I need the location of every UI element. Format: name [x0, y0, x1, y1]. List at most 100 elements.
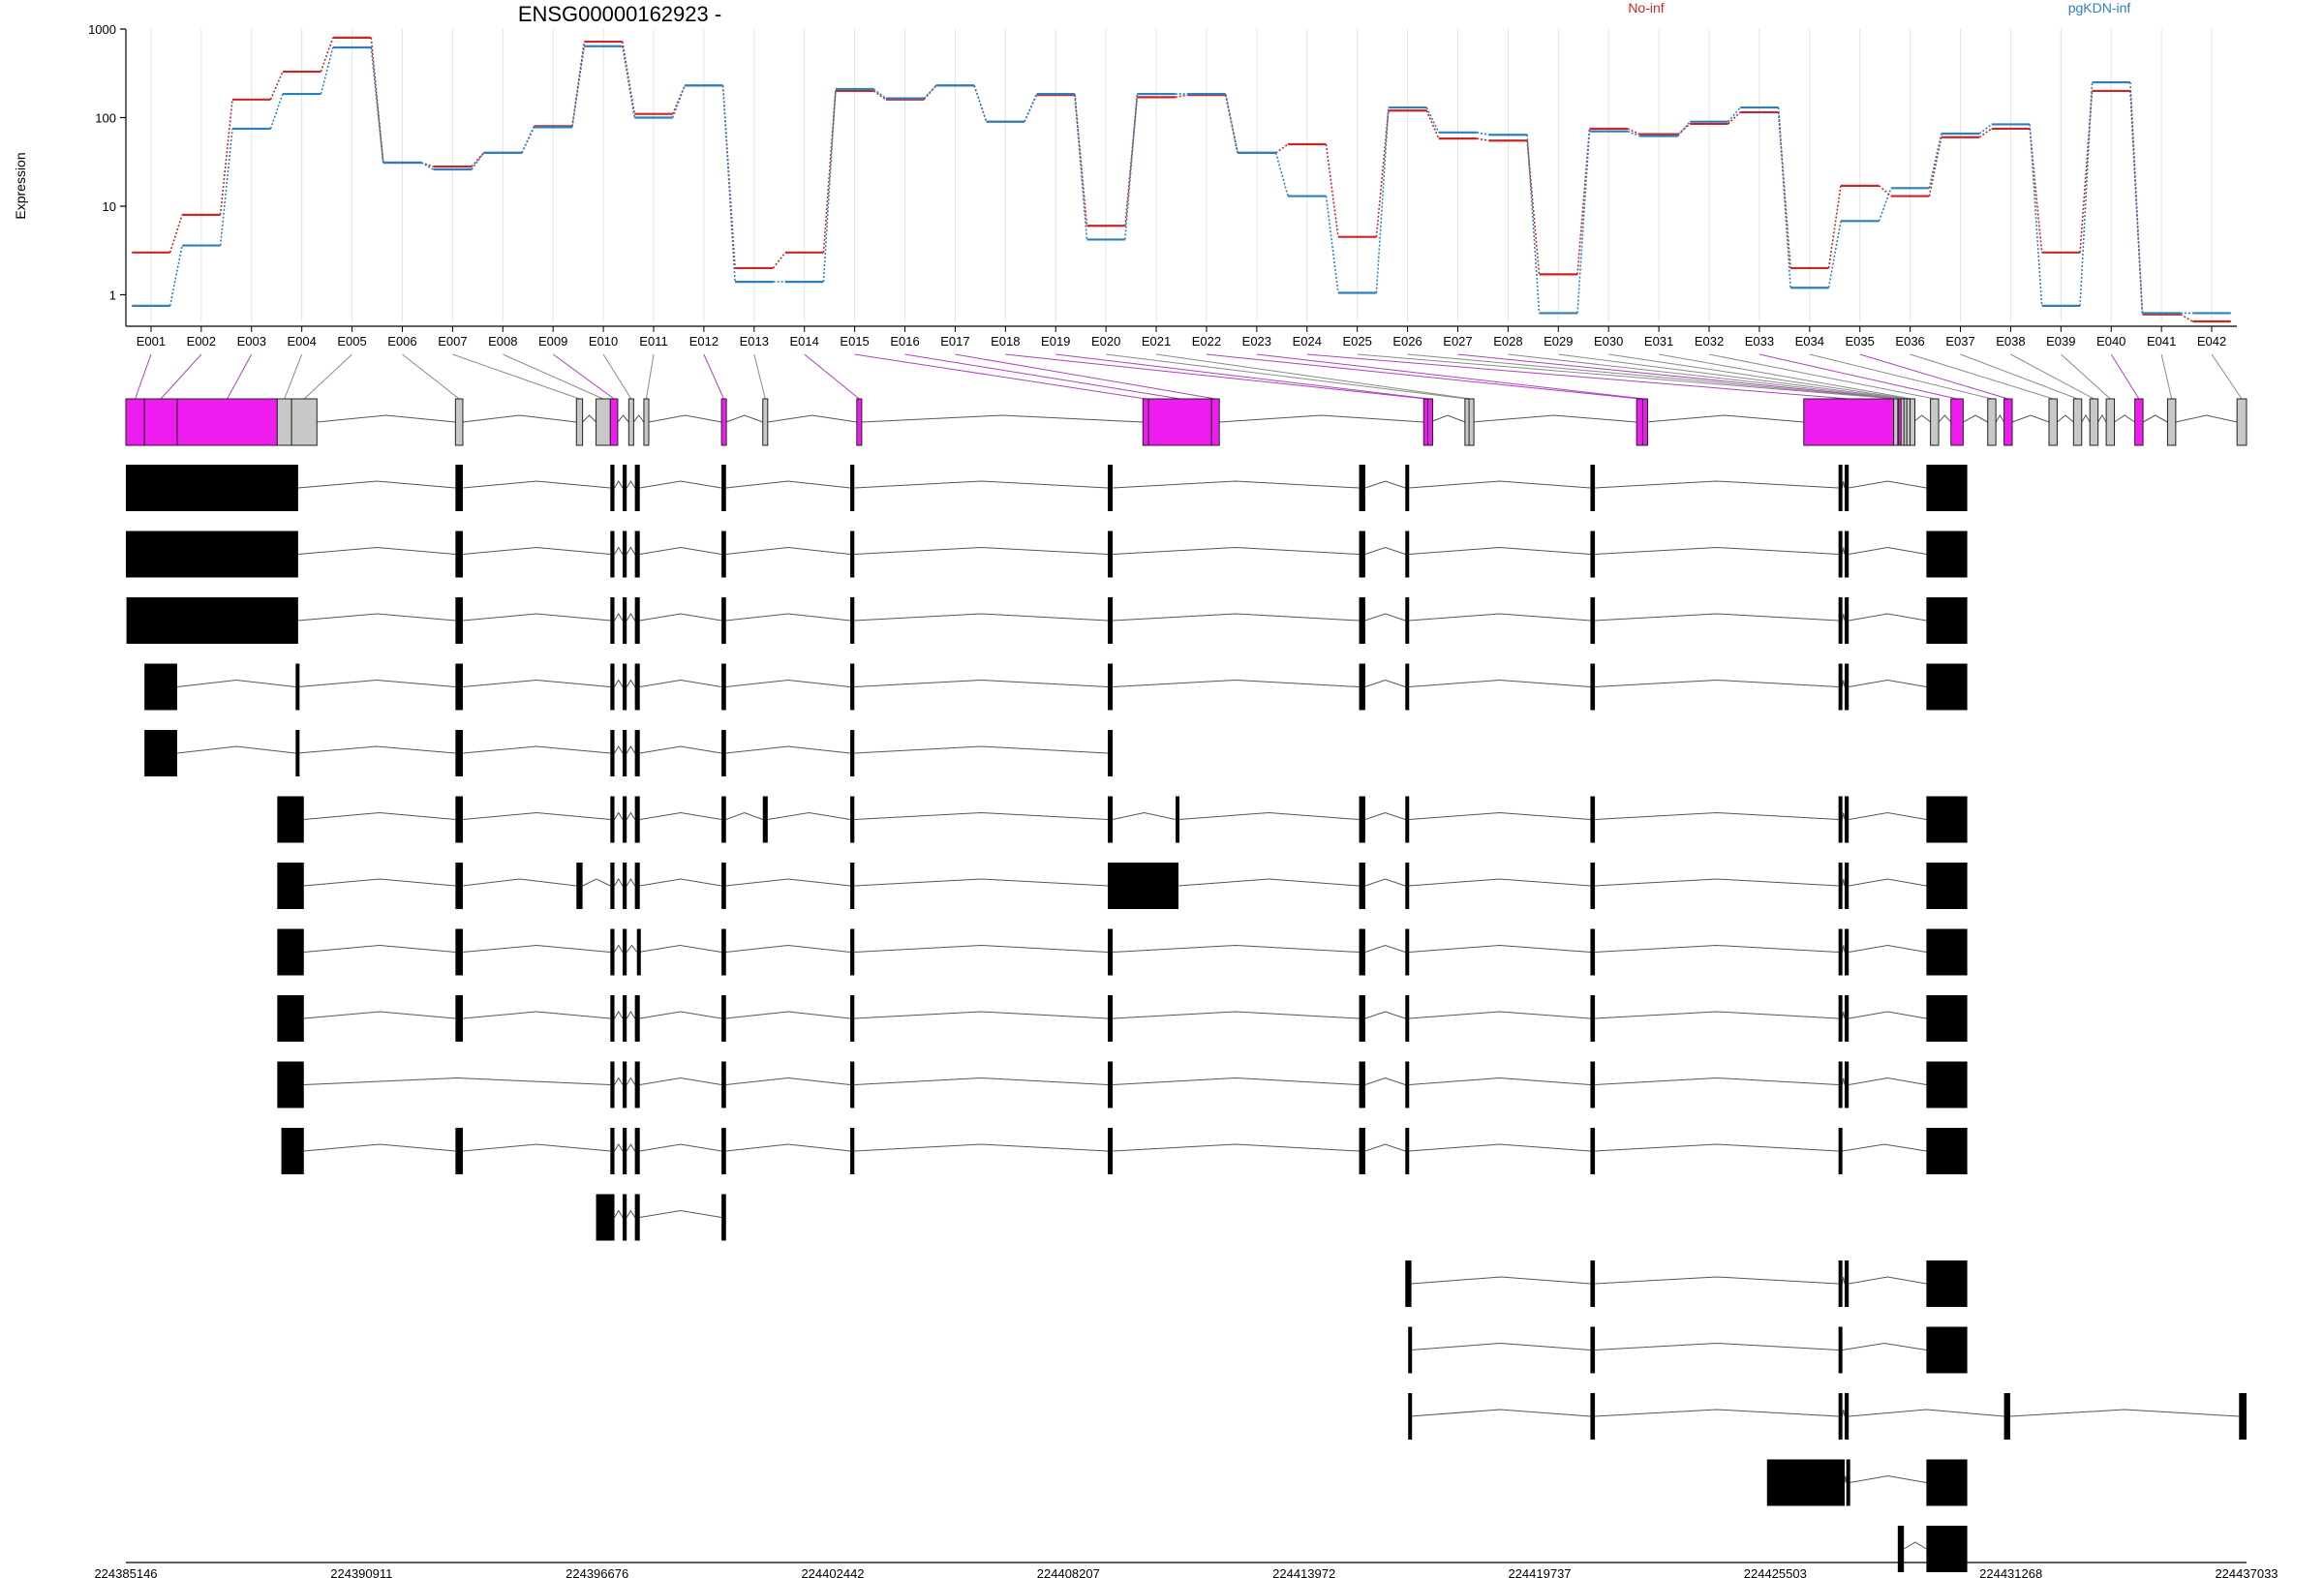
- transcript-intron: [462, 944, 611, 953]
- transcript-exon: [850, 730, 855, 776]
- exon-label: E018: [991, 334, 1020, 349]
- transcript-track: [1408, 1393, 2247, 1440]
- exon-bin-E011: [643, 398, 650, 446]
- transcript-intron: [1595, 1342, 1839, 1350]
- transcript-exon: [1926, 1128, 1968, 1174]
- transcript-intron: [462, 745, 611, 754]
- transcript-exon: [1838, 465, 1843, 511]
- transcript-intron: [725, 613, 851, 622]
- exon-label: E017: [940, 334, 969, 349]
- genomic-coordinate-label: 224413972: [1272, 1566, 1335, 1578]
- exon-bin-E002: [143, 398, 178, 446]
- model-intron: [582, 414, 596, 423]
- transcript-intron: [614, 1143, 624, 1152]
- expression-connector: [1425, 109, 1440, 139]
- transcript-intron: [725, 745, 851, 754]
- transcript-intron: [1409, 613, 1591, 622]
- expression-connector: [1477, 132, 1489, 137]
- transcript-intron: [639, 878, 722, 887]
- transcript-intron: [1113, 546, 1360, 555]
- transcript-intron: [303, 878, 456, 887]
- transcript-intron: [1841, 1011, 1846, 1019]
- transcript-exon: [1844, 863, 1850, 909]
- exon-bin-E032: [1930, 398, 1940, 446]
- transcript-exon: [1926, 863, 1968, 909]
- exon-label: E006: [387, 334, 416, 349]
- transcript-exon: [1107, 1128, 1114, 1174]
- transcript-exon: [1107, 863, 1179, 909]
- exon-connector-line: [452, 353, 580, 400]
- exon-connector-line: [1005, 353, 1426, 400]
- transcript-exon: [1897, 1526, 1905, 1572]
- transcript-intron: [462, 1011, 611, 1019]
- transcript-intron: [725, 811, 763, 820]
- expression-connector: [1275, 143, 1289, 154]
- exon-connector-line: [1256, 353, 1645, 400]
- model-intron: [2081, 414, 2091, 423]
- model-intron: [1645, 414, 1804, 423]
- transcript-intron: [725, 546, 851, 555]
- exon-connector-line: [645, 353, 655, 400]
- transcript-exon: [1107, 730, 1114, 776]
- exon-connector-line: [2110, 353, 2140, 400]
- series-pgKDN-inf: [132, 45, 2231, 315]
- transcript-intron: [854, 878, 1109, 887]
- transcript-intron: [1849, 811, 1927, 820]
- transcript-exon: [1838, 928, 1843, 976]
- exon-connector-line: [2060, 353, 2111, 400]
- transcript-exon: [1405, 663, 1410, 711]
- transcript-intron: [639, 1011, 722, 1019]
- transcript-exon: [1359, 663, 1365, 711]
- transcript-exon: [1926, 1459, 1968, 1506]
- expression-connector: [923, 84, 937, 100]
- exon-label: E020: [1091, 334, 1120, 349]
- exon-label: E016: [890, 334, 919, 349]
- transcript-intron: [1841, 1409, 1846, 1417]
- model-intron: [1429, 414, 1466, 423]
- transcript-intron: [725, 1011, 851, 1019]
- transcript-exon: [1590, 531, 1596, 578]
- transcript-exon: [1405, 1128, 1410, 1174]
- expression-connector: [471, 152, 485, 170]
- exon-connector-line: [1758, 353, 1958, 400]
- transcript-exon: [721, 1061, 726, 1108]
- model-intron: [1219, 414, 1424, 423]
- transcript-exon: [1405, 531, 1410, 578]
- transcript-intron: [854, 811, 1109, 820]
- expression-connector: [521, 127, 535, 154]
- exon-bin-E033: [1950, 398, 1964, 446]
- transcript-intron: [1364, 944, 1406, 953]
- transcript-intron: [1409, 1409, 1591, 1417]
- expression-connector: [822, 88, 837, 283]
- expression-connector: [1928, 133, 1942, 189]
- exon-bin-E009: [609, 398, 619, 446]
- transcript-exon: [1590, 597, 1596, 644]
- transcript-exon: [1107, 663, 1114, 711]
- exon-bin-E039: [2105, 398, 2116, 446]
- transcript-track: [277, 1061, 1968, 1108]
- transcript-intron: [854, 1011, 1109, 1019]
- exon-label: E036: [1895, 334, 1924, 349]
- transcript-exon: [1838, 597, 1843, 644]
- transcript-intron: [1409, 546, 1591, 555]
- transcript-track: [1408, 1326, 1968, 1374]
- genomic-coordinate-label: 224402442: [801, 1566, 864, 1578]
- exon-label: E033: [1745, 334, 1774, 349]
- transcript-exon: [455, 1128, 463, 1174]
- exon-bin-E016: [1147, 398, 1212, 446]
- transcript-intron: [1849, 1276, 1927, 1285]
- model-intron: [767, 414, 857, 423]
- transcript-exon: [850, 796, 855, 843]
- transcript-exon: [1926, 995, 1968, 1042]
- exon-bin-E006: [454, 398, 464, 446]
- transcript-exon: [634, 863, 640, 909]
- transcript-intron: [638, 944, 722, 953]
- transcript-exon: [1838, 663, 1843, 711]
- transcript-exon: [1844, 1061, 1850, 1108]
- expression-connector: [772, 252, 786, 269]
- transcript-intron: [854, 745, 1109, 754]
- exon-label: E039: [2046, 334, 2075, 349]
- model-intron: [1995, 414, 2005, 423]
- model-intron: [2057, 414, 2074, 423]
- exon-connector-line: [552, 353, 615, 400]
